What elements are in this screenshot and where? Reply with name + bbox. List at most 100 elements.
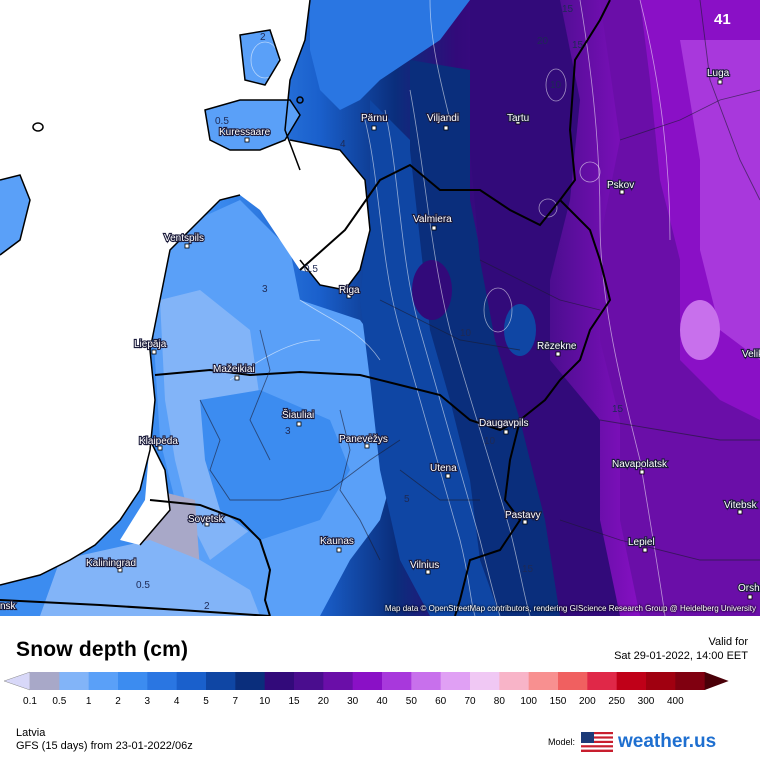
legend-label: 5 bbox=[203, 696, 209, 707]
svg-text:nsk: nsk bbox=[0, 601, 17, 612]
valid-date: Sat 29-01-2022, 14:00 EET bbox=[614, 650, 748, 662]
city-parnu: Pärnu bbox=[360, 112, 389, 131]
contour-label: 15 bbox=[612, 404, 624, 415]
svg-text:Vilnius: Vilnius bbox=[410, 560, 439, 571]
svg-text:Kaliningrad: Kaliningrad bbox=[86, 558, 136, 569]
snow-pocket-valmiera bbox=[412, 260, 452, 320]
legend-label: 0.1 bbox=[23, 696, 37, 707]
border-lithuania-belarus bbox=[454, 419, 522, 616]
snow-zone-1cm-south bbox=[40, 540, 260, 616]
svg-text:Kaunas: Kaunas bbox=[320, 536, 354, 547]
svg-text:Riga: Riga bbox=[339, 285, 360, 296]
legend-swatch bbox=[30, 672, 60, 690]
gulf-of-riga bbox=[280, 140, 370, 290]
city-riga: Riga bbox=[338, 284, 361, 299]
svg-text:Daugavpils: Daugavpils bbox=[479, 418, 528, 429]
legend-label: 50 bbox=[406, 696, 418, 707]
national-borders bbox=[0, 0, 612, 616]
legend-swatch bbox=[411, 672, 442, 690]
contour-label: 15 bbox=[572, 40, 584, 51]
city-sovetsk: Sovetsk bbox=[187, 513, 226, 527]
city-panevezys: Panevėžys bbox=[338, 433, 389, 449]
city-viljandi: Viljandi bbox=[426, 112, 460, 131]
contour-label: 0.5 bbox=[304, 264, 318, 275]
legend-swatches bbox=[4, 671, 729, 691]
city-nsk: nsk bbox=[0, 600, 18, 613]
svg-text:Pärnu: Pärnu bbox=[361, 113, 388, 124]
legend-swatch bbox=[59, 672, 90, 690]
contour-label: 3 bbox=[262, 284, 268, 295]
contour-label: 5 bbox=[404, 494, 410, 505]
legend-swatch bbox=[558, 672, 588, 690]
color-legend: 0.1 0.5 1 2 3 4 5 7 10 15 20 30 40 50 60 70 80 100 150 200 2… bbox=[4, 671, 729, 707]
legend-swatch bbox=[528, 672, 559, 690]
legend-label: 0.5 bbox=[52, 696, 66, 707]
legend-label: 400 bbox=[667, 696, 684, 707]
legend-label: 3 bbox=[145, 696, 151, 707]
saaremaa-island bbox=[205, 100, 300, 150]
svg-text:Tartu: Tartu bbox=[507, 113, 529, 124]
svg-text:Orsha: Orsha bbox=[738, 583, 760, 594]
legend-labels: 0.1 0.5 1 2 3 4 5 7 10 15 20 30 40 50 60 70 80 100 150 200 2… bbox=[23, 696, 684, 707]
svg-text:Pskov: Pskov bbox=[607, 180, 634, 191]
legend-swatch bbox=[470, 672, 500, 690]
hiiumaa-island bbox=[240, 30, 280, 85]
city-siauliai: Šiauliai bbox=[281, 407, 315, 427]
regional-borders bbox=[199, 0, 760, 561]
snow-depth-map: 41 Kuressaare Pärnu Viljandi Tartu Luga … bbox=[0, 0, 760, 616]
snow-pocket-south bbox=[504, 304, 536, 356]
svg-text:Rēzekne: Rēzekne bbox=[537, 341, 577, 352]
contour-label: 15 bbox=[562, 4, 574, 15]
city-luga: Luga bbox=[706, 67, 731, 85]
legend-swatch bbox=[294, 672, 324, 690]
legend-label: 4 bbox=[174, 696, 180, 707]
legend-arrow-low bbox=[4, 671, 31, 691]
contour-label: 20 bbox=[537, 36, 549, 47]
north-land-fragment bbox=[310, 0, 470, 110]
contour-label: 4 bbox=[340, 139, 346, 150]
legend-label: 30 bbox=[347, 696, 359, 707]
contour-label: 0.5 bbox=[136, 580, 150, 591]
legend-swatch bbox=[206, 672, 236, 690]
contour-label: 10 bbox=[460, 328, 472, 339]
city-liepaja: Liepāja bbox=[133, 338, 168, 355]
legend-label: 7 bbox=[233, 696, 239, 707]
brand-logo[interactable]: Model: weather.us bbox=[548, 728, 716, 756]
snow-zone-10cm bbox=[410, 60, 575, 616]
city-pskov: Pskov bbox=[606, 179, 635, 195]
legend-swatch bbox=[352, 672, 383, 690]
legend-label: 15 bbox=[288, 696, 300, 707]
legend-label: 250 bbox=[608, 696, 625, 707]
legend-label: 2 bbox=[115, 696, 121, 707]
contour-label: 15 bbox=[522, 564, 534, 575]
svg-text:Valmiera: Valmiera bbox=[413, 214, 452, 225]
contour-label: 2 bbox=[260, 32, 266, 43]
city-kaliningrad: Kaliningrad bbox=[85, 557, 137, 573]
city-ventspils: Ventspils bbox=[163, 232, 205, 249]
svg-text:Sovetsk: Sovetsk bbox=[188, 514, 225, 525]
snow-pocket-east bbox=[680, 300, 720, 360]
legend-label: 200 bbox=[579, 696, 596, 707]
city-valmiera: Valmiera bbox=[412, 213, 453, 231]
svg-text:Ventspils: Ventspils bbox=[164, 233, 204, 244]
contour-lines bbox=[229, 0, 671, 616]
snow-zone-3cm bbox=[200, 390, 350, 540]
legend-label: 100 bbox=[520, 696, 537, 707]
svg-text:Viljandi: Viljandi bbox=[427, 113, 459, 124]
legend-label: 1 bbox=[86, 696, 92, 707]
svg-text:Kuressaare: Kuressaare bbox=[219, 127, 271, 138]
svg-text:Panevėžys: Panevėžys bbox=[339, 434, 388, 445]
city-rezekne: Rēzekne bbox=[536, 340, 578, 357]
city-lepiel: Lepiel bbox=[627, 536, 656, 553]
us-flag-icon bbox=[581, 732, 614, 752]
legend-swatch bbox=[646, 672, 676, 690]
legend-label: 80 bbox=[494, 696, 506, 707]
border-latvia-russia bbox=[519, 199, 612, 421]
city-tartu: Tartu bbox=[506, 112, 530, 125]
nw-land-fragment bbox=[0, 175, 30, 255]
legend-swatch bbox=[88, 672, 119, 690]
svg-text:Luga: Luga bbox=[707, 68, 730, 79]
brand-model-label: Model: bbox=[548, 737, 576, 747]
legend-swatch bbox=[616, 672, 647, 690]
city-kuressaare: Kuressaare bbox=[218, 126, 272, 143]
